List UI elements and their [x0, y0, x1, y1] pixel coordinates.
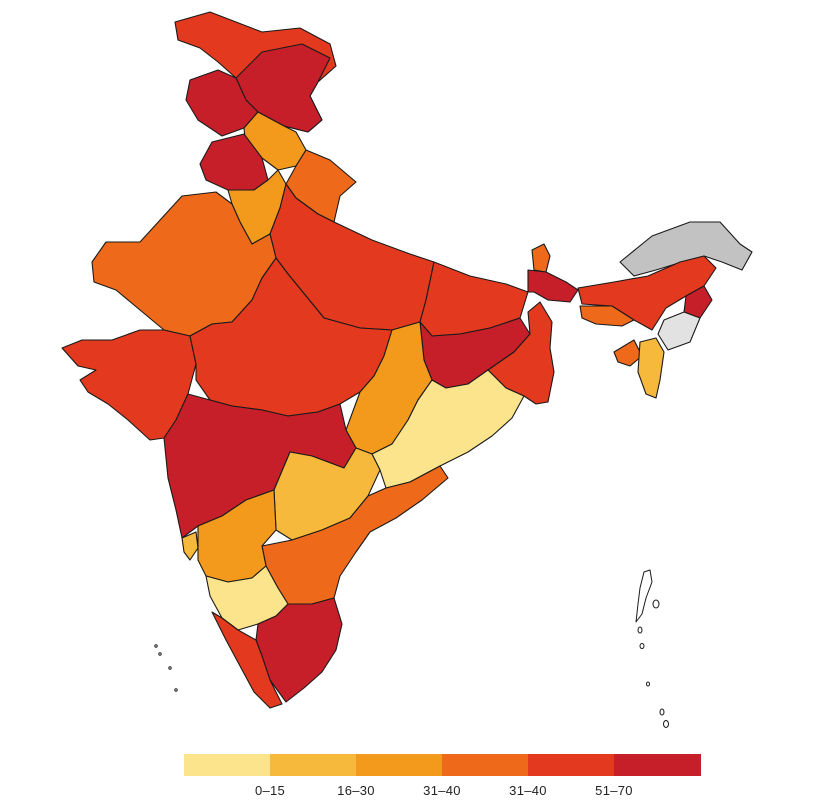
legend-label-4: 31–40	[509, 783, 547, 798]
region-odisha	[371, 369, 525, 489]
legend-swatch-3	[356, 754, 443, 776]
region-meghalaya	[579, 305, 635, 327]
region-tripura	[613, 339, 643, 367]
legend-swatch-6	[614, 754, 701, 776]
legend-swatch-4	[442, 754, 529, 776]
region-mizoram	[637, 337, 665, 399]
legend-swatch-2	[270, 754, 357, 776]
region-nagaland	[683, 285, 713, 319]
region-manipur	[657, 311, 701, 351]
region-karnataka	[197, 489, 277, 583]
legend-label-1: 0–15	[254, 783, 286, 798]
region-arunachal	[619, 221, 753, 277]
legend-label-3: 31–40	[423, 783, 461, 798]
legend-label-5: 51–70	[595, 783, 633, 798]
legend: 0–15 16–30 31–40 31–40 51–70	[184, 754, 701, 804]
legend-swatch-1	[184, 754, 271, 776]
region-sikkim	[531, 243, 551, 273]
andaman-nicobar-islands	[154, 569, 669, 728]
region-kerala	[211, 611, 283, 709]
region-goa	[181, 531, 199, 561]
region-wb-north	[527, 269, 579, 303]
choropleth-map	[61, 11, 753, 728]
legend-label-2: 16–30	[337, 783, 375, 798]
legend-swatch-5	[528, 754, 615, 776]
